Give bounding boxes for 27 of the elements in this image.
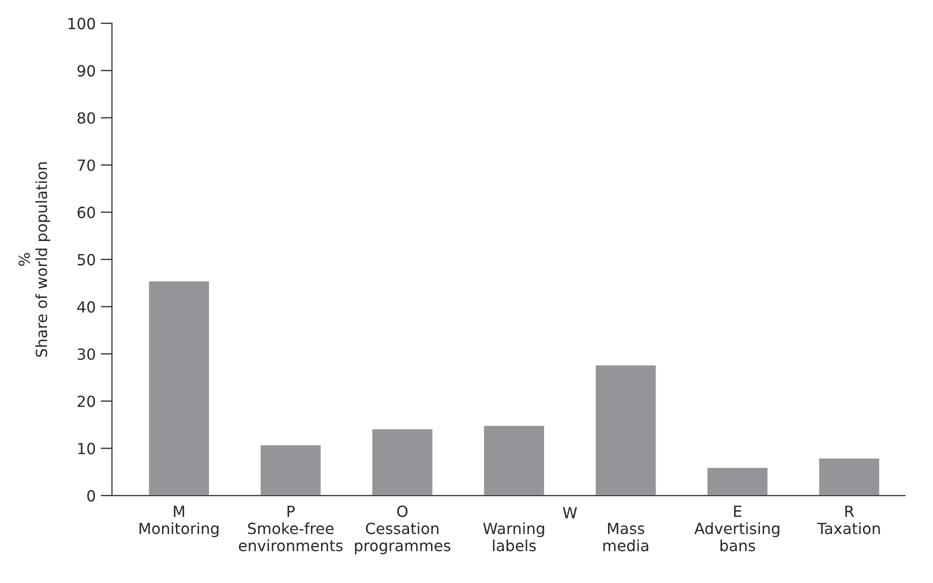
x-tick-label: P Smoke-free environments — [238, 506, 343, 552]
bar — [818, 457, 881, 496]
y-tick-label: 20 — [78, 396, 95, 408]
x-tick-label: E Advertising bans — [694, 506, 780, 552]
y-tick-label: 10 — [78, 442, 95, 454]
y-tick-label: 80 — [78, 112, 95, 124]
x-tick-label: Mass media — [603, 522, 648, 552]
bar — [148, 280, 210, 496]
bar — [594, 364, 658, 496]
x-tick-label: Warning labels — [483, 522, 544, 552]
y-tick-label: 90 — [78, 65, 95, 77]
y-tick-label: 0 — [87, 490, 95, 502]
bar — [482, 424, 546, 496]
y-tick-label: 100 — [68, 18, 95, 30]
x-tick-label: R Taxation — [817, 506, 880, 534]
y-tick-label: 60 — [78, 206, 95, 218]
bar — [706, 466, 769, 496]
y-tick-label: 30 — [78, 348, 95, 360]
text: W — [562, 507, 577, 518]
y-tick-label: 50 — [78, 254, 95, 266]
x-tick-label: O Cessation programmes — [355, 506, 450, 554]
y-tick-label: 40 — [77, 301, 95, 313]
x-tick-label: M Monitoring — [140, 506, 218, 538]
bar — [370, 428, 434, 496]
bar — [259, 444, 322, 496]
y-axis-title: % Share of world population — [18, 162, 50, 357]
y-tick-label: 70 — [78, 159, 95, 172]
